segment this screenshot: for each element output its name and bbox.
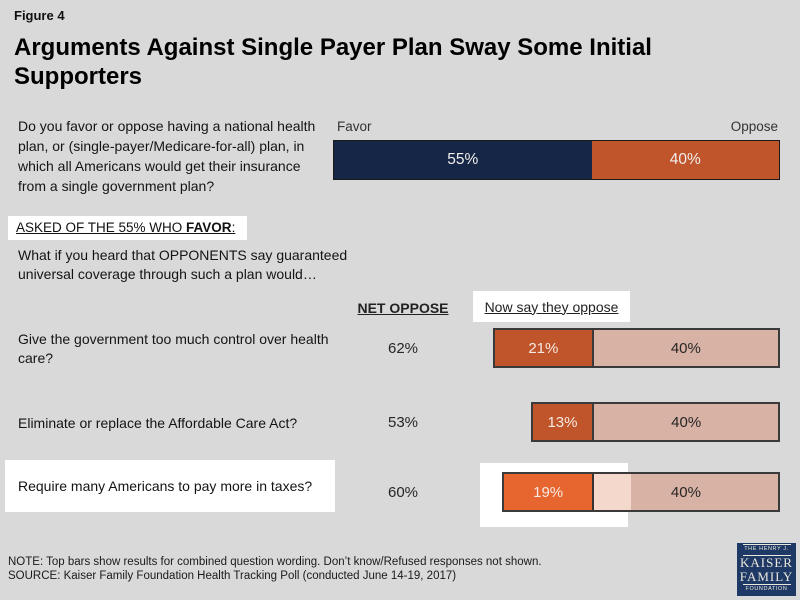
- kff-logo-line3: FAMILY: [739, 568, 794, 584]
- net-oppose-column-header: NET OPPOSE: [357, 300, 449, 316]
- now-oppose-value-row3: 19%: [533, 483, 564, 501]
- now-oppose-segment-row2: 13%: [532, 404, 595, 440]
- now-say-oppose-column-header: Now say they oppose: [484, 298, 619, 315]
- oppose-axis-label: Oppose: [730, 119, 778, 134]
- now-oppose-value-row2: 13%: [547, 413, 578, 431]
- kff-logo-line4: FOUNDATION: [742, 584, 791, 595]
- bar-rail-row3: 19% 40%: [333, 472, 780, 512]
- favor-bar-segment: 55%: [334, 141, 592, 179]
- now-say-oppose-header-highlight: Now say they oppose: [473, 291, 630, 322]
- page-title: Arguments Against Single Payer Plan Sway…: [14, 34, 652, 91]
- asked-of-text: ASKED OF THE 55% WHO FAVOR:: [16, 220, 236, 235]
- net-value-row2: 53%: [387, 414, 419, 431]
- original-oppose-segment-row3: 40%: [593, 474, 778, 510]
- now-oppose-value-row1: 21%: [528, 339, 559, 357]
- row3-label-highlight-box: [5, 460, 335, 512]
- now-oppose-segment-row1: 21%: [494, 330, 594, 366]
- stacked-bar-row3: 19% 40%: [502, 472, 780, 512]
- oppose-bar-segment: 40%: [591, 141, 779, 179]
- oppose-bar-value: 40%: [669, 151, 701, 168]
- net-value-row1: 62%: [387, 340, 419, 357]
- bar-rail-row1: 21% 40%: [333, 328, 780, 368]
- top-question-text: Do you favor or oppose having a national…: [18, 118, 316, 194]
- stacked-bar-row1: 21% 40%: [492, 328, 780, 368]
- original-oppose-segment-row1: 40%: [593, 330, 778, 366]
- original-oppose-segment-row2: 40%: [594, 404, 778, 440]
- original-oppose-value-row1: 40%: [670, 339, 701, 357]
- favor-axis-label: Favor: [337, 119, 372, 134]
- net-value-row3: 60%: [387, 484, 419, 501]
- bar-rail-row2: 13% 40%: [333, 402, 780, 442]
- row-label-pay-more-taxes: Require many Americans to pay more in ta…: [18, 478, 313, 494]
- now-oppose-segment-row3: 19%: [504, 474, 594, 510]
- note-text: NOTE: Top bars show results for combined…: [8, 556, 542, 568]
- row-label-government-control: Give the government too much control ove…: [18, 331, 329, 366]
- followup-intro-text: What if you heard that OPPONENTS say gua…: [18, 247, 348, 282]
- original-oppose-value-row3: 40%: [670, 483, 701, 501]
- original-oppose-value-row2: 40%: [671, 413, 702, 431]
- source-text: SOURCE: Kaiser Family Foundation Health …: [8, 570, 457, 582]
- kff-logo-line2: KAISER: [740, 554, 793, 570]
- row-label-replace-aca: Eliminate or replace the Affordable Care…: [18, 415, 298, 431]
- favor-bar-value: 55%: [447, 151, 479, 168]
- stacked-bar-row2: 13% 40%: [530, 402, 780, 442]
- kff-logo-line1: THE HENRY J.: [742, 544, 791, 556]
- favor-oppose-stacked-bar: 55% 40%: [333, 140, 780, 180]
- figure-label: Figure 4: [14, 8, 65, 23]
- kff-logo: THE HENRY J. KAISER FAMILY FOUNDATION: [737, 543, 796, 596]
- asked-of-callout: ASKED OF THE 55% WHO FAVOR:: [8, 216, 248, 240]
